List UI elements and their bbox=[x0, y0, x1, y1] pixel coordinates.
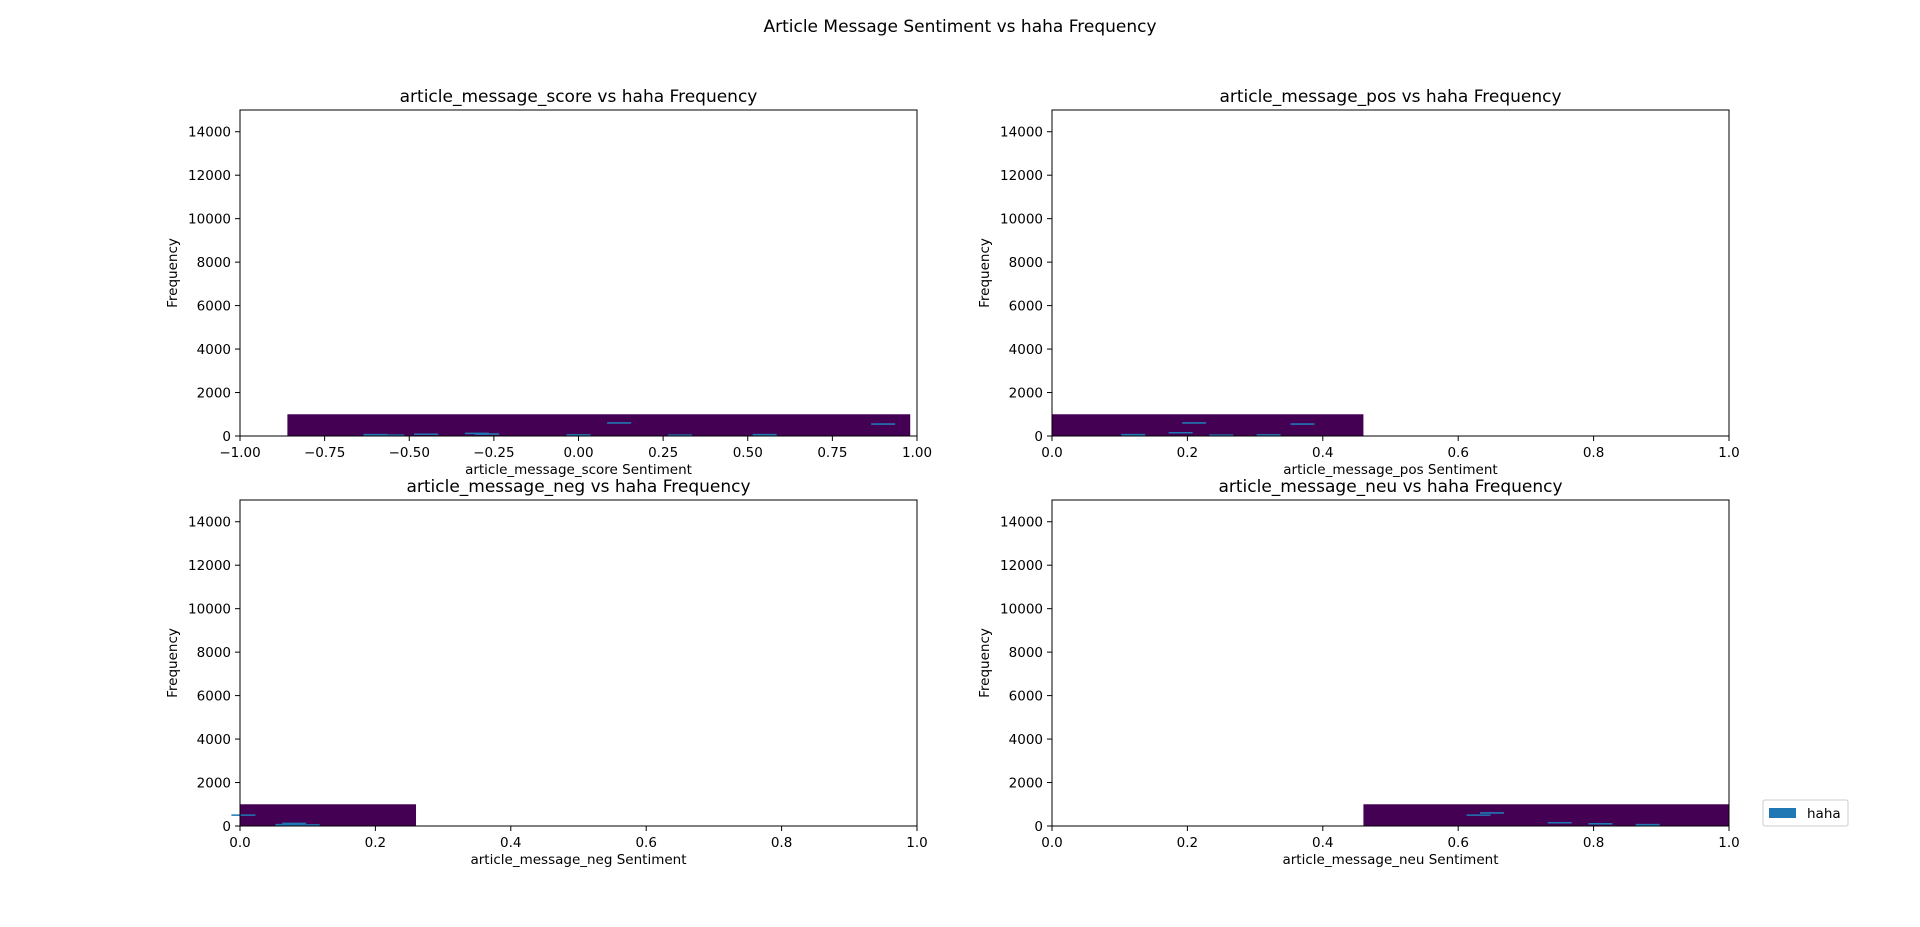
legend-frame bbox=[1762, 799, 1849, 827]
y-tick-label: 4000 bbox=[197, 732, 231, 748]
y-tick-label: 8000 bbox=[1009, 645, 1043, 661]
y-tick-label: 10000 bbox=[188, 212, 231, 228]
legend-swatch-haha bbox=[1769, 808, 1796, 818]
y-tick-label: 2000 bbox=[197, 386, 231, 402]
x-tick-label: 0.0 bbox=[1041, 445, 1062, 461]
x-tick-label: 0.4 bbox=[1312, 835, 1333, 851]
y-tick-label: 14000 bbox=[188, 125, 231, 141]
x-axis-label: article_message_neg Sentiment bbox=[470, 852, 686, 868]
x-tick-label: 0.8 bbox=[1583, 835, 1604, 851]
axes-frame bbox=[1051, 499, 1730, 827]
x-tick-label: 0.6 bbox=[635, 835, 656, 851]
subplot-title: article_message_score vs haha Frequency bbox=[400, 87, 758, 107]
x-tick-label: −1.00 bbox=[219, 445, 260, 461]
y-tick-label: 0 bbox=[222, 819, 231, 835]
legend: haha bbox=[1762, 799, 1849, 827]
y-tick-label: 12000 bbox=[1000, 168, 1043, 184]
x-tick-label: 0.75 bbox=[817, 445, 847, 461]
y-tick-label: 0 bbox=[1034, 819, 1043, 835]
subplot-1: article_message_score vs haha Frequency 0… bbox=[165, 87, 932, 478]
legend-label-haha: haha bbox=[1807, 806, 1841, 822]
x-tick-label: 0.50 bbox=[733, 445, 763, 461]
x-tick-label: 0.25 bbox=[648, 445, 678, 461]
subplots: article_message_score vs haha Frequency 0… bbox=[165, 87, 1740, 868]
y-tick-label: 14000 bbox=[188, 515, 231, 531]
x-tick-label: 0.6 bbox=[1447, 445, 1468, 461]
x-tick-label: 0.0 bbox=[1041, 835, 1062, 851]
histogram-block bbox=[287, 414, 911, 436]
x-axis-label: article_message_pos Sentiment bbox=[1283, 462, 1497, 478]
axes-frame bbox=[239, 109, 918, 437]
x-tick-label: 0.0 bbox=[229, 835, 250, 851]
axes-frame bbox=[1051, 109, 1730, 437]
y-tick-label: 6000 bbox=[1009, 299, 1043, 315]
y-axis-label: Frequency bbox=[977, 628, 993, 698]
x-tick-label: 1.0 bbox=[1718, 445, 1739, 461]
y-tick-label: 12000 bbox=[188, 558, 231, 574]
x-tick-label: −0.75 bbox=[304, 445, 345, 461]
y-tick-label: 6000 bbox=[1009, 689, 1043, 705]
x-axis-label: article_message_score Sentiment bbox=[465, 462, 692, 478]
x-tick-label: 0.2 bbox=[1177, 445, 1198, 461]
axes-frame bbox=[239, 499, 918, 827]
y-tick-label: 4000 bbox=[197, 342, 231, 358]
histogram-block bbox=[1052, 414, 1364, 436]
y-axis-label: Frequency bbox=[977, 238, 993, 308]
y-tick-label: 14000 bbox=[1000, 125, 1043, 141]
x-tick-label: −0.50 bbox=[389, 445, 430, 461]
x-tick-label: 0.2 bbox=[1177, 835, 1198, 851]
y-tick-label: 4000 bbox=[1009, 732, 1043, 748]
x-tick-label: 0.2 bbox=[365, 835, 386, 851]
x-tick-label: 1.0 bbox=[1718, 835, 1739, 851]
histogram-block bbox=[1363, 804, 1729, 826]
y-tick-label: 10000 bbox=[1000, 212, 1043, 228]
y-tick-label: 4000 bbox=[1009, 342, 1043, 358]
y-tick-label: 8000 bbox=[1009, 255, 1043, 271]
histogram-block bbox=[240, 804, 417, 826]
x-tick-label: 0.4 bbox=[500, 835, 521, 851]
subplot-4: article_message_neu vs haha Frequency 0 20… bbox=[977, 477, 1740, 868]
figure-title: Article Message Sentiment vs haha Freque… bbox=[763, 17, 1156, 37]
y-tick-label: 2000 bbox=[197, 776, 231, 792]
y-tick-label: 12000 bbox=[1000, 558, 1043, 574]
x-tick-label: 0.8 bbox=[1583, 445, 1604, 461]
subplot-title: article_message_pos vs haha Frequency bbox=[1219, 87, 1561, 107]
y-tick-label: 14000 bbox=[1000, 515, 1043, 531]
y-tick-label: 6000 bbox=[197, 689, 231, 705]
subplot-title: article_message_neg vs haha Frequency bbox=[406, 477, 750, 497]
x-tick-label: 0.00 bbox=[563, 445, 593, 461]
x-tick-label: 0.6 bbox=[1447, 835, 1468, 851]
subplot-3: article_message_neg vs haha Frequency 0 20… bbox=[165, 477, 928, 868]
x-tick-label: −0.25 bbox=[473, 445, 514, 461]
y-tick-label: 0 bbox=[1034, 429, 1043, 445]
y-tick-label: 0 bbox=[222, 429, 231, 445]
y-tick-label: 6000 bbox=[197, 299, 231, 315]
y-axis-label: Frequency bbox=[165, 628, 181, 698]
y-axis-label: Frequency bbox=[165, 238, 181, 308]
y-tick-label: 10000 bbox=[188, 602, 231, 618]
y-tick-label: 2000 bbox=[1009, 776, 1043, 792]
subplot-2: article_message_pos vs haha Frequency 0 20… bbox=[977, 87, 1740, 478]
x-axis-label: article_message_neu Sentiment bbox=[1282, 852, 1498, 868]
x-tick-label: 1.0 bbox=[906, 835, 927, 851]
y-tick-label: 2000 bbox=[1009, 386, 1043, 402]
y-tick-label: 12000 bbox=[188, 168, 231, 184]
x-tick-label: 0.4 bbox=[1312, 445, 1333, 461]
y-tick-label: 8000 bbox=[197, 255, 231, 271]
y-tick-label: 8000 bbox=[197, 645, 231, 661]
x-tick-label: 0.8 bbox=[771, 835, 792, 851]
subplot-title: article_message_neu vs haha Frequency bbox=[1218, 477, 1562, 497]
x-tick-label: 1.00 bbox=[902, 445, 932, 461]
y-tick-label: 10000 bbox=[1000, 602, 1043, 618]
